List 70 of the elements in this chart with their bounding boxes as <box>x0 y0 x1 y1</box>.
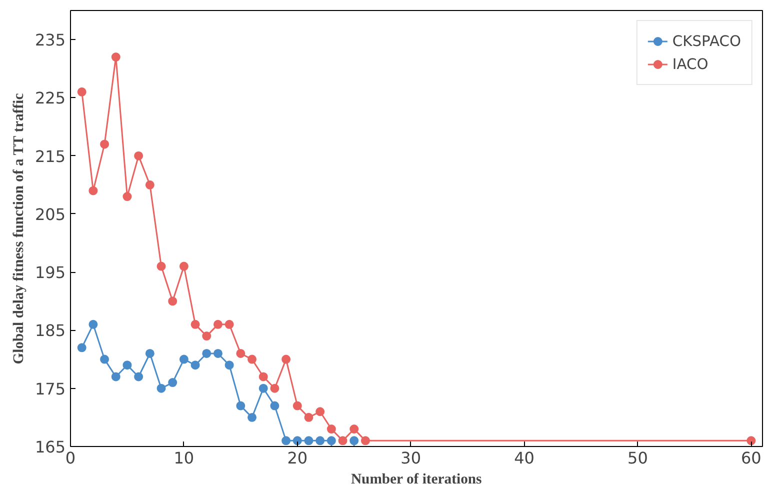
y-tick-label: 165 <box>34 438 66 456</box>
point <box>190 320 200 329</box>
point <box>122 360 132 370</box>
point <box>213 348 222 358</box>
point <box>168 378 178 388</box>
x-tick-label: 60 <box>740 448 762 468</box>
y-tick-label: 185 <box>34 321 66 340</box>
legend-label: IACO <box>672 56 708 72</box>
point <box>100 354 110 364</box>
point <box>326 436 336 446</box>
point <box>258 384 268 393</box>
legend-label: CKSPACO <box>672 32 741 50</box>
y-tick-label: 205 <box>34 204 66 224</box>
x-tick-label: 0 <box>65 448 76 468</box>
x-tick-label: 20 <box>287 448 308 468</box>
point <box>746 436 756 446</box>
point <box>258 372 268 382</box>
point <box>304 436 314 446</box>
point <box>100 140 110 149</box>
point <box>326 424 336 434</box>
point <box>282 436 291 446</box>
x-tick-label: 40 <box>514 448 534 468</box>
point <box>134 151 144 160</box>
point <box>316 436 325 446</box>
point <box>202 332 212 341</box>
x-tick-label: 30 <box>400 448 422 468</box>
point <box>292 401 302 410</box>
point <box>270 401 280 410</box>
y-axis-title: Global delay fitness function of a TT traffic <box>10 92 27 364</box>
point <box>88 186 98 196</box>
point <box>202 348 212 358</box>
point <box>122 192 132 202</box>
point <box>88 320 98 329</box>
point <box>179 262 188 271</box>
y-tick-label: 195 <box>34 263 66 282</box>
x-axis-title: Number of iterations <box>350 472 482 488</box>
point <box>236 348 246 358</box>
point <box>134 372 144 382</box>
point <box>248 354 257 364</box>
y-tick-label: 215 <box>34 146 66 166</box>
point <box>168 296 178 306</box>
point <box>304 412 314 422</box>
point <box>145 180 154 190</box>
y-tick-label: 235 <box>34 30 66 50</box>
point <box>360 436 370 446</box>
x-tick-label: 50 <box>628 448 648 468</box>
point <box>77 343 86 352</box>
point <box>270 384 280 393</box>
point <box>156 262 166 271</box>
point <box>145 348 154 358</box>
point <box>236 401 246 410</box>
point <box>248 412 257 422</box>
y-tick-label: 225 <box>34 88 66 108</box>
point <box>111 52 120 62</box>
point <box>292 436 302 446</box>
point <box>77 87 86 96</box>
point <box>282 354 291 364</box>
point <box>350 436 359 446</box>
point <box>224 360 234 370</box>
point <box>179 354 188 364</box>
y-tick-label: 175 <box>34 379 66 398</box>
point <box>224 320 234 329</box>
x-tick-label: 10 <box>174 448 194 468</box>
point <box>190 360 200 370</box>
point <box>156 384 166 393</box>
point <box>111 372 120 382</box>
point <box>316 407 325 416</box>
point <box>338 436 348 446</box>
point <box>213 320 222 329</box>
point <box>350 424 359 434</box>
